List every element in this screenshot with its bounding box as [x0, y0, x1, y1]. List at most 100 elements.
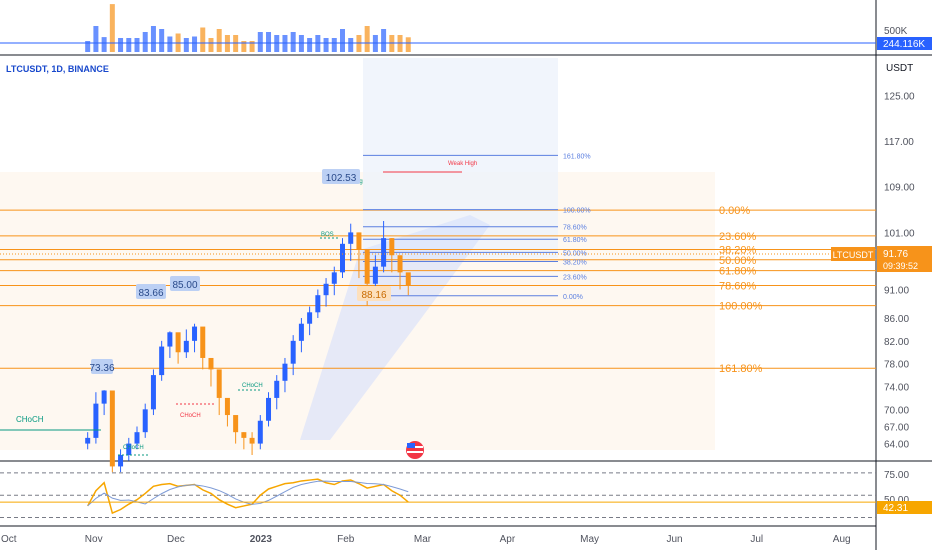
fib-major-label-4: 61.80% [719, 266, 757, 278]
candle-body-34 [364, 249, 370, 284]
price-badge-countdown: 09:39:52 [883, 261, 918, 271]
fib-minor-label-4: 50.00% [563, 250, 587, 257]
volume-bar-6 [134, 38, 140, 52]
candle-body-9 [159, 346, 165, 376]
candle-body-38 [397, 255, 403, 273]
candle-body-11 [175, 332, 181, 353]
price-tick-0: 125.00 [884, 91, 915, 102]
choch-label-1: CHoCH [16, 415, 44, 424]
volume-bar-0 [85, 41, 91, 52]
volume-bar-8 [150, 26, 156, 52]
volume-bar-25 [290, 32, 296, 52]
fib-minor-label-2: 78.60% [563, 225, 587, 232]
fib-minor-label-0: 161.80% [563, 153, 591, 160]
price-tick-9: 74.00 [884, 383, 909, 394]
fib-minor-label-7: 0.00% [563, 294, 583, 301]
volume-bar-30 [331, 38, 337, 52]
time-tick-4: Feb [337, 534, 355, 545]
callout-102-53: 102.53 [322, 169, 360, 184]
candle-body-30 [331, 272, 337, 284]
symbol-title[interactable]: LTCUSDT, 1D, BINANCE [6, 64, 109, 74]
volume-bar-32 [348, 38, 354, 52]
callout-85-00: 85.00 [170, 276, 200, 291]
candle-body-10 [167, 332, 173, 347]
time-tick-5: Mar [414, 534, 432, 545]
projection-cloud [300, 215, 490, 440]
fib-minor-label-6: 23.60% [563, 274, 587, 281]
volume-bar-27 [307, 38, 313, 52]
candle-body-33 [356, 232, 362, 250]
volume-bar-5 [126, 38, 132, 52]
volume-bar-39 [405, 37, 411, 52]
bos-label: BOS [321, 232, 334, 238]
candle-body-19 [241, 432, 247, 438]
time-tick-9: Jul [750, 534, 763, 545]
volume-bar-13 [192, 36, 198, 52]
volume-bar-22 [266, 32, 272, 52]
price-tick-3: 101.00 [884, 228, 915, 239]
volume-bar-10 [167, 36, 173, 52]
volume-bar-3 [109, 4, 115, 53]
currency-label: USDT [886, 63, 913, 74]
rsi-ma-line [87, 480, 409, 507]
volume-bar-14 [200, 27, 206, 52]
svg-text:88.16: 88.16 [361, 290, 386, 301]
callout-83-66: 83.66 [136, 284, 166, 299]
fib-major-label-7: 161.80% [719, 363, 763, 375]
fib-minor-levels: 161.80% 100.00% 78.60% 61.80% 50.00% 38.20% 23… [363, 153, 591, 301]
candle-body-24 [282, 363, 288, 381]
volume-bar-2 [101, 37, 107, 52]
candle-body-25 [290, 340, 296, 364]
candle-body-37 [389, 238, 395, 256]
volume-bar-29 [323, 38, 329, 52]
fib-major-label-6: 100.00% [719, 301, 763, 313]
candle-body-7 [142, 409, 148, 433]
volume-bar-15 [208, 38, 214, 52]
candle-body-14 [200, 326, 206, 358]
candle-body-27 [307, 312, 313, 324]
volume-bar-9 [159, 29, 165, 52]
volume-current-badge [877, 37, 932, 50]
weak-high-label: Weak High [448, 161, 477, 167]
candle-body-29 [323, 283, 329, 296]
volume-bar-1 [93, 26, 99, 52]
svg-text:102.53: 102.53 [326, 173, 357, 184]
rsi-pane [0, 472, 876, 519]
candle-body-20 [249, 437, 255, 444]
us-flag-icon[interactable] [406, 441, 424, 459]
rsi-tick-50: 50.00 [884, 495, 909, 506]
time-tick-8: Jun [666, 534, 682, 545]
candle-body-16 [216, 369, 222, 398]
candle-body-39 [405, 272, 411, 286]
candle-body-0 [85, 437, 91, 444]
svg-text:83.66: 83.66 [138, 288, 163, 299]
candle-body-2 [101, 390, 107, 404]
fib-minor-label-5: 38.20% [563, 260, 587, 267]
callout-73-36: 73.36 [89, 359, 115, 374]
time-tick-10: Aug [833, 534, 851, 545]
time-tick-7: May [580, 534, 599, 545]
candle-body-32 [348, 232, 354, 244]
fib-major-label-1: 23.60% [719, 231, 757, 243]
price-badge [877, 246, 932, 272]
callout-88-16: 88.16 [357, 286, 391, 301]
fib-major-label-0: 0.00% [719, 205, 750, 217]
volume-bar-36 [381, 29, 387, 52]
time-tick-0: Oct [1, 534, 17, 545]
price-tick-6: 86.00 [884, 314, 909, 325]
candle-body-23 [274, 380, 280, 398]
fib-minor-label-3: 61.80% [563, 237, 587, 244]
fib-major-label-5: 78.60% [719, 280, 757, 292]
volume-bar-16 [216, 29, 222, 52]
ticker-badge-text: LTCUSDT [833, 250, 874, 260]
time-axis[interactable]: Oct Nov Dec 2023 Feb Mar Apr May Jun Jul Aug [1, 534, 851, 545]
ticker-badge [831, 247, 875, 261]
candle-body-31 [340, 243, 345, 273]
candle-body-3 [109, 390, 115, 467]
choch-label-2: CHoCH [123, 445, 144, 451]
candle-body-1 [93, 403, 99, 438]
volume-bar-4 [118, 38, 124, 52]
rsi-tick-75: 75.00 [884, 470, 909, 481]
price-badge-value: 91.76 [883, 249, 908, 260]
